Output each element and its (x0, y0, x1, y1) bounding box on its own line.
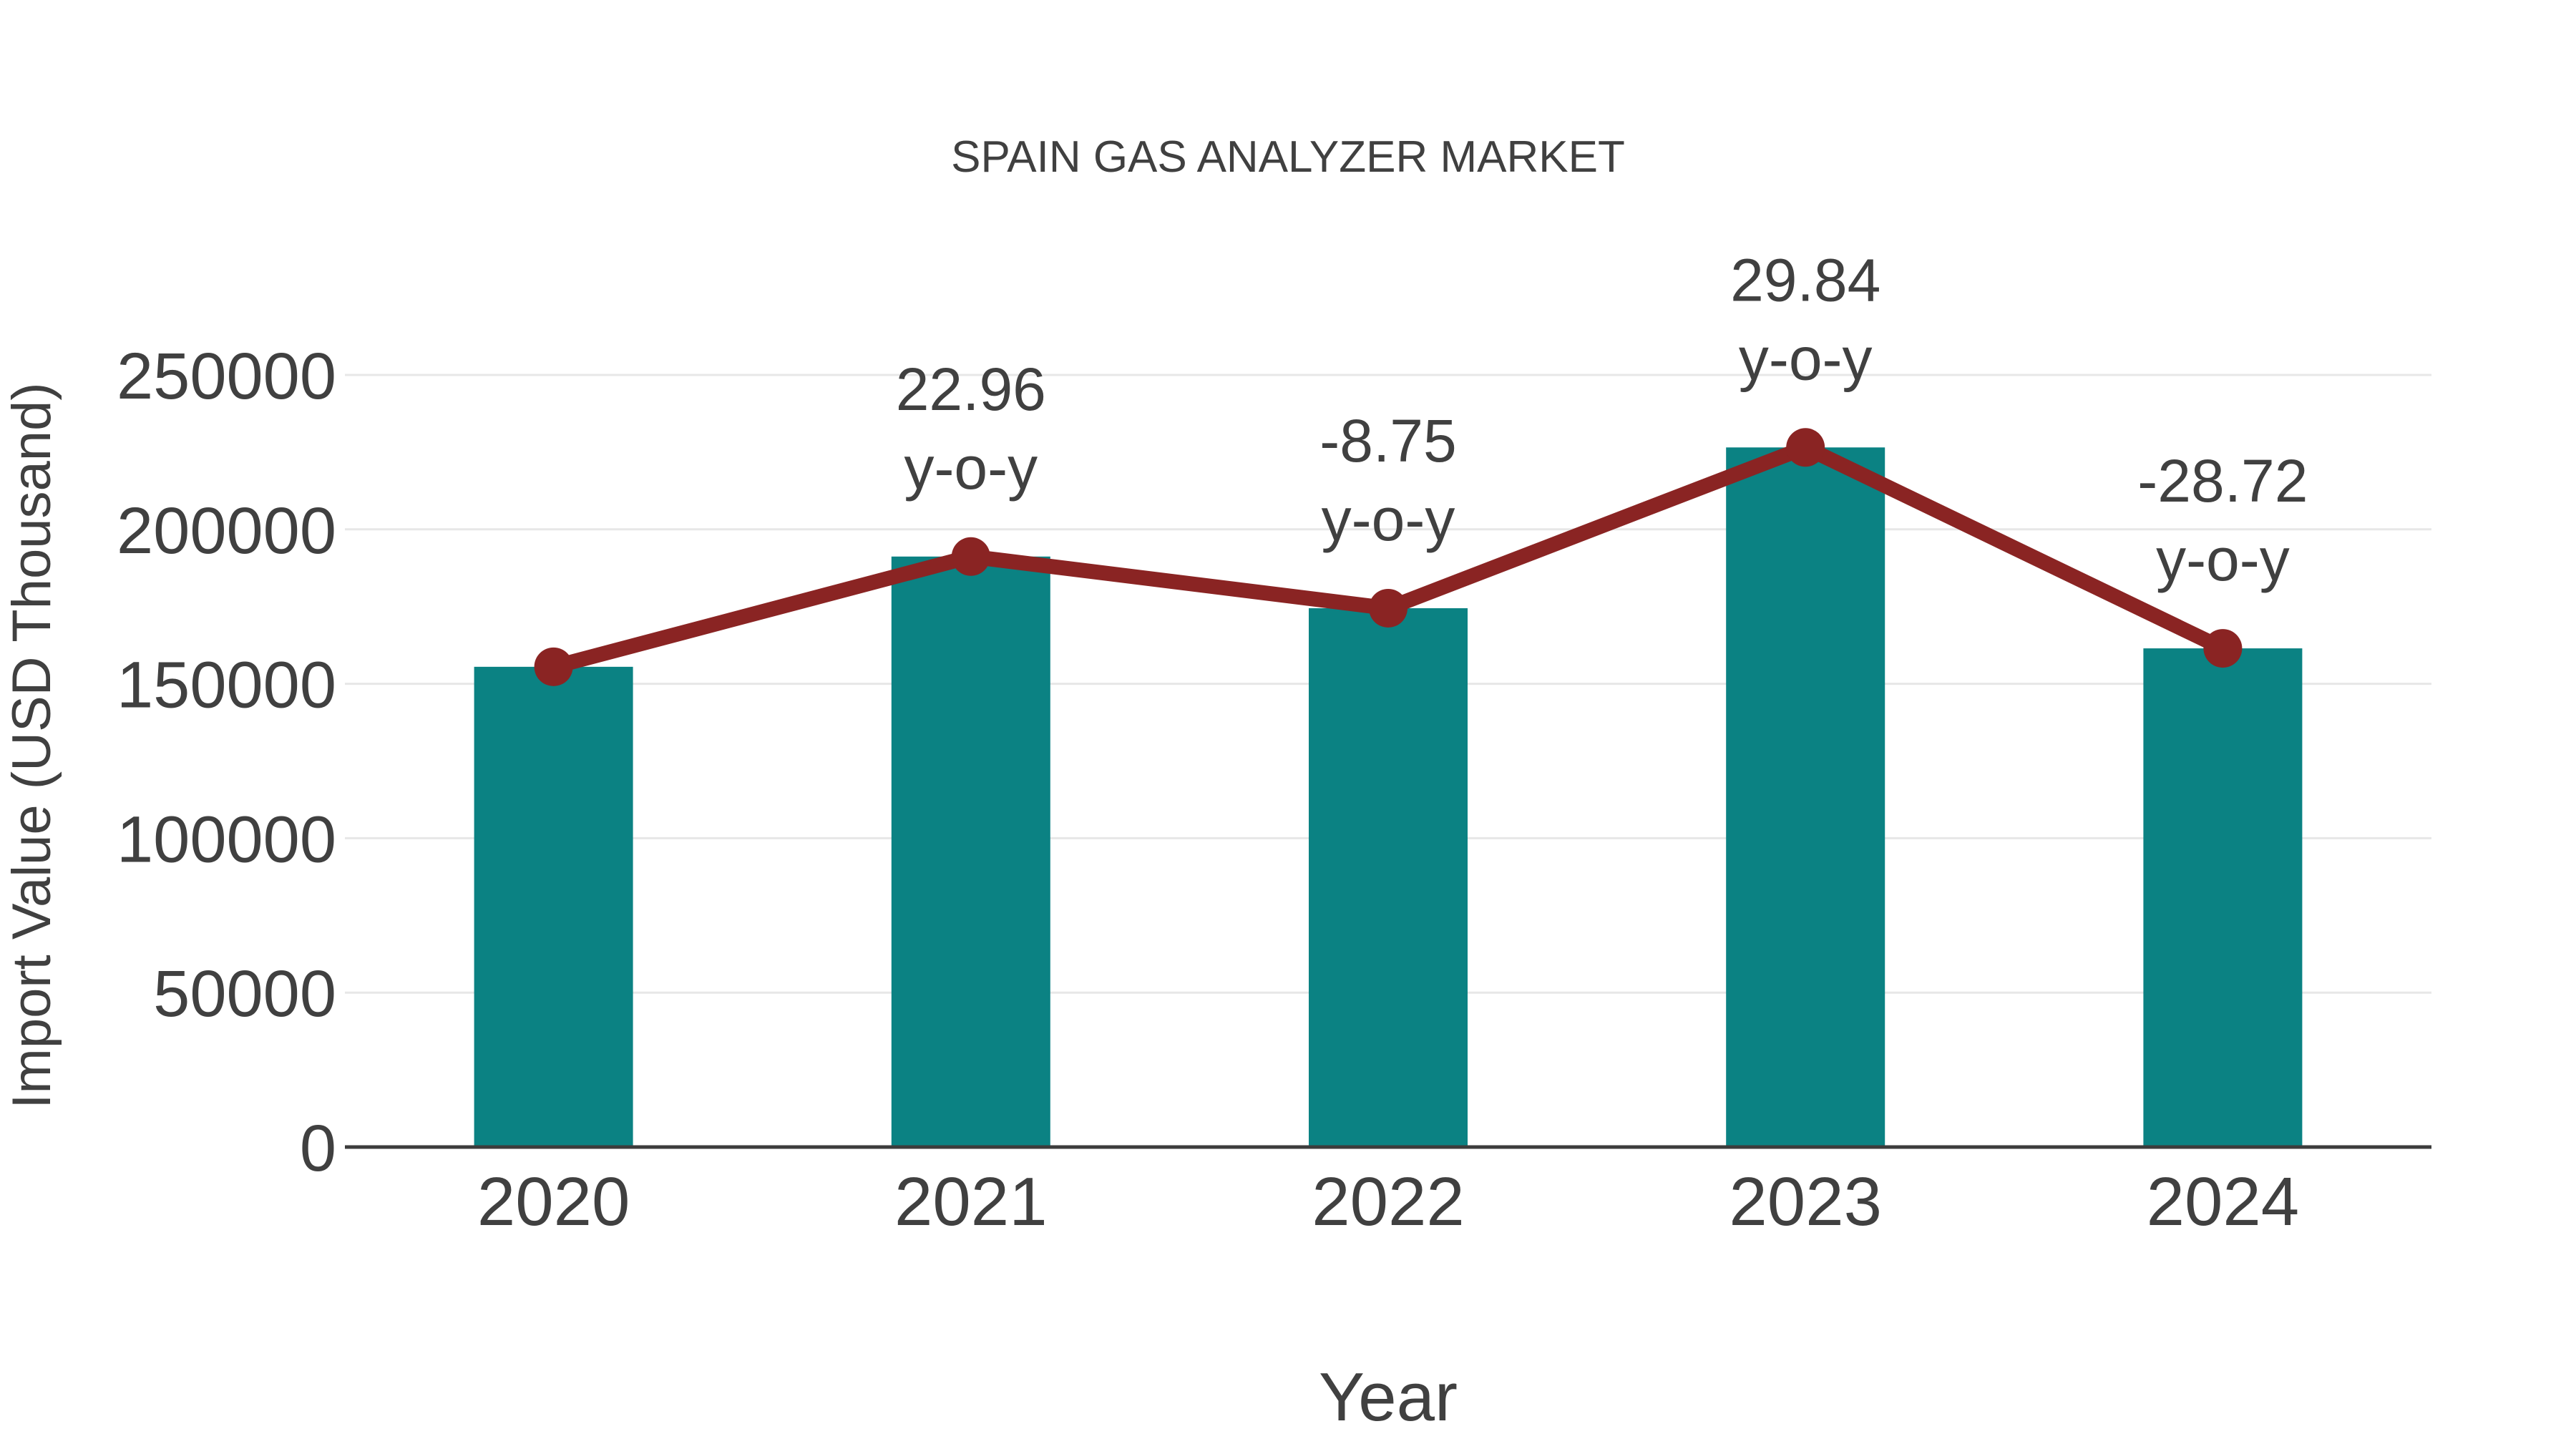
y-tick-label: 200000 (117, 494, 336, 567)
y-tick-label: 100000 (117, 803, 336, 876)
trend-marker-2024 (2203, 629, 2243, 668)
y-tick-label: 150000 (117, 649, 336, 722)
trend-line-series (534, 428, 2243, 686)
x-tick-label: 2021 (894, 1163, 1048, 1240)
x-tick-labels: 2020 2021 2022 2023 2024 (477, 1163, 2299, 1240)
chart-title: SPAIN GAS ANALYZER MARKET (951, 132, 1625, 182)
trend-marker-2022 (1369, 588, 1407, 628)
bar-2022 (1309, 608, 1468, 1147)
annotation-value: -28.72 (2137, 447, 2308, 514)
x-tick-label: 2022 (1312, 1163, 1465, 1240)
trend-marker-2020 (534, 647, 573, 686)
y-tick-labels: 0 50000 100000 150000 200000 250000 (117, 340, 336, 1185)
bar-series (474, 447, 2303, 1147)
trend-marker-2023 (1786, 428, 1825, 467)
annotation-suffix: y-o-y (2156, 526, 2290, 593)
y-tick-label: 50000 (153, 957, 336, 1030)
bar-2020 (474, 666, 633, 1147)
annotations: 22.96 y-o-y -8.75 y-o-y 29.84 y-o-y -28.72 y-o-… (896, 246, 2308, 593)
annotation-suffix: y-o-y (1322, 486, 1455, 553)
annotation-value: 29.84 (1730, 246, 1880, 313)
bar-2023 (1726, 447, 1885, 1147)
y-tick-label: 250000 (117, 340, 336, 413)
annotation-suffix: y-o-y (1739, 325, 1873, 392)
x-tick-label: 2024 (2147, 1163, 2300, 1240)
annotation-value: -8.75 (1319, 407, 1456, 474)
annotation-value: 22.96 (896, 356, 1046, 423)
bar-2024 (2143, 648, 2303, 1147)
y-axis-title: Import Value (USD Thousand) (1, 382, 62, 1108)
x-tick-label: 2020 (477, 1163, 630, 1240)
y-tick-label: 0 (300, 1112, 336, 1185)
annotation-suffix: y-o-y (904, 434, 1038, 502)
x-tick-label: 2023 (1729, 1163, 1882, 1240)
trend-marker-2021 (951, 537, 990, 576)
x-axis-title: Year (1319, 1359, 1458, 1435)
bar-2021 (891, 556, 1050, 1147)
